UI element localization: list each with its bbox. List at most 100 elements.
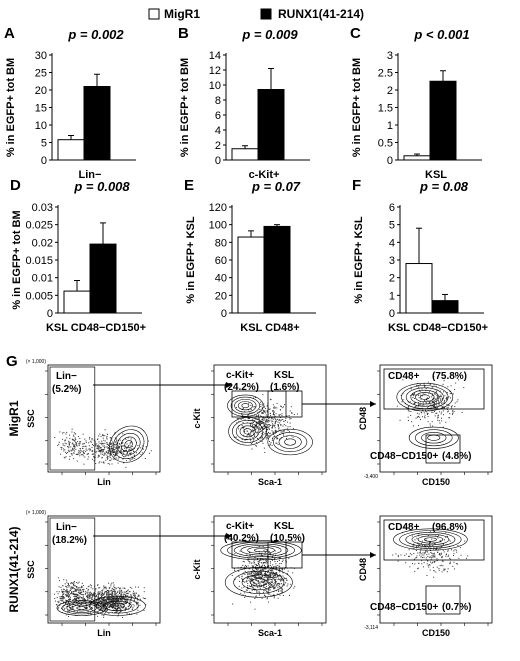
flow-dot xyxy=(247,409,249,411)
flow-dot xyxy=(419,404,421,406)
flow-dot xyxy=(443,401,445,403)
flow-dot xyxy=(95,605,97,607)
flow-dot xyxy=(446,409,448,411)
flow-dot xyxy=(130,594,132,596)
flow-dot xyxy=(109,605,111,607)
flow-dot xyxy=(74,590,76,592)
y-tick-label-F: 5 xyxy=(389,220,395,232)
flow-dot xyxy=(122,445,124,447)
y-tick-label-B: 2 xyxy=(215,140,221,152)
flow-dot xyxy=(99,600,101,602)
flow-dot xyxy=(83,452,85,454)
flow-dot xyxy=(286,438,288,440)
flow-dot xyxy=(261,421,263,423)
flow-dot xyxy=(105,588,107,590)
flow-dot xyxy=(68,590,70,592)
flow-dot xyxy=(117,614,119,616)
flow-dot xyxy=(279,578,281,580)
flow-dot xyxy=(429,543,431,545)
flow-dot xyxy=(260,423,262,425)
flow-dot xyxy=(116,604,118,606)
flow-dot xyxy=(247,577,249,579)
flow-dot xyxy=(272,437,274,439)
flow-dot xyxy=(254,588,256,590)
flow-dot xyxy=(131,448,133,450)
flow-dot xyxy=(258,576,260,578)
flow-dot xyxy=(99,600,101,602)
flow-dot xyxy=(60,446,62,448)
flow-dot xyxy=(77,588,79,590)
flow-dot xyxy=(110,599,112,601)
flow-dot xyxy=(128,452,130,454)
flow-dot xyxy=(74,588,76,590)
flow-dot xyxy=(434,398,436,400)
flow-dot xyxy=(256,441,258,443)
flow-dot xyxy=(274,554,276,556)
flow-dot xyxy=(408,406,410,408)
flow-dot xyxy=(82,446,84,448)
flow-dot xyxy=(257,573,259,575)
flow-dot xyxy=(107,447,109,449)
flow-dot xyxy=(278,415,280,417)
flow-dot xyxy=(455,563,457,565)
flow-dot xyxy=(82,447,84,449)
flow-dot xyxy=(430,558,432,560)
flow-dot xyxy=(75,599,77,601)
flow-dot xyxy=(72,442,74,444)
flow-dot xyxy=(258,421,260,423)
x-axis-label-A: Lin− xyxy=(79,169,102,181)
flow-dot xyxy=(120,596,122,598)
flow-dot xyxy=(231,574,233,576)
flow-dot xyxy=(109,459,111,461)
flow-dot xyxy=(455,549,457,551)
flow-dot xyxy=(257,564,259,566)
flow-dot xyxy=(86,588,88,590)
flow-x-label: CD150 xyxy=(422,628,450,638)
flow-dot xyxy=(66,594,68,596)
flow-dot xyxy=(428,564,430,566)
flow-dot xyxy=(127,592,129,594)
flow-dot xyxy=(79,588,81,590)
flow-dot xyxy=(136,597,138,599)
flow-dot xyxy=(249,585,251,587)
flow-dot xyxy=(252,562,254,564)
flow-dot xyxy=(280,437,282,439)
flow-dot xyxy=(251,576,253,578)
flow-dot xyxy=(255,571,257,573)
flow-dot xyxy=(91,599,93,601)
flow-dot xyxy=(68,450,70,452)
flow-dot xyxy=(283,423,285,425)
flow-dot xyxy=(243,431,245,433)
flow-dot xyxy=(77,601,79,603)
flow-dot xyxy=(98,606,100,608)
flow-dot xyxy=(240,418,242,420)
flow-dot xyxy=(121,596,123,598)
flow-dot xyxy=(418,386,420,388)
flow-dot xyxy=(122,456,124,458)
y-tick-label-A: 10 xyxy=(35,120,47,132)
flow-dot xyxy=(129,606,131,608)
flow-dot xyxy=(103,462,105,464)
flow-dot xyxy=(273,407,275,409)
flow-dot xyxy=(112,451,114,453)
flow-dot xyxy=(119,602,121,604)
flow-dot xyxy=(286,573,288,575)
flow-dot xyxy=(104,591,106,593)
flow-dot xyxy=(268,579,270,581)
flow-dot xyxy=(122,597,124,599)
flow-dot xyxy=(68,599,70,601)
flow-dot xyxy=(436,401,438,403)
flow-contour xyxy=(393,528,468,551)
flow-dot xyxy=(254,426,256,428)
flow-dot xyxy=(241,412,243,414)
flow-dot xyxy=(421,559,423,561)
flow-dot xyxy=(397,560,399,562)
flow-dot xyxy=(275,420,277,422)
flow-dot xyxy=(117,590,119,592)
flow-dot xyxy=(127,592,129,594)
flow-dot xyxy=(262,425,264,427)
flow-dot xyxy=(276,584,278,586)
flow-dot xyxy=(132,592,134,594)
flow-dot xyxy=(261,570,263,572)
flow-dot xyxy=(259,565,261,567)
